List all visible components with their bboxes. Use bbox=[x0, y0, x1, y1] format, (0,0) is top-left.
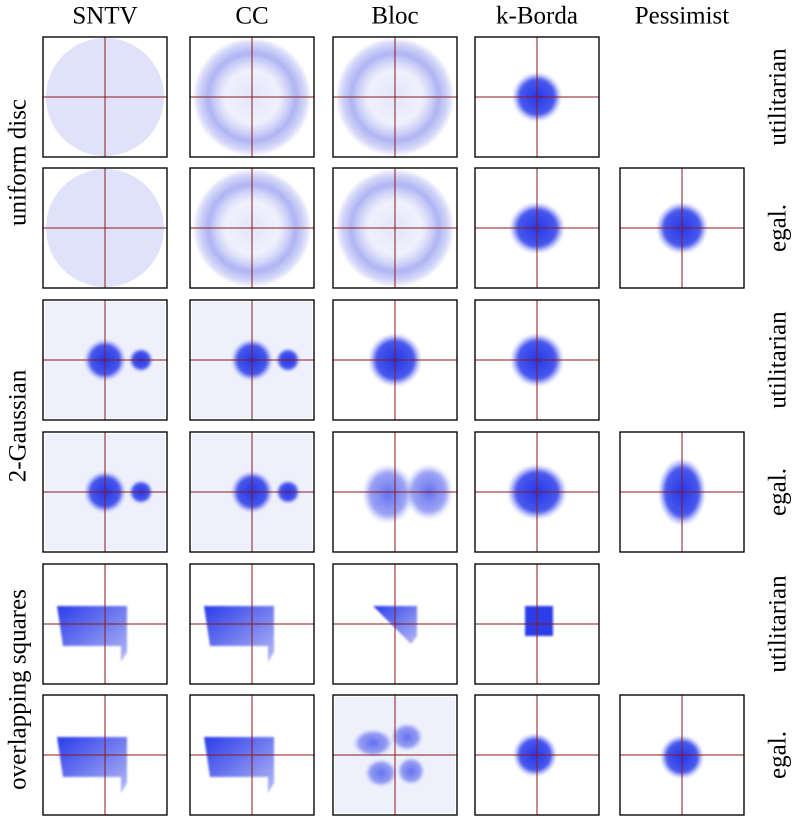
row-label: egal. bbox=[765, 204, 792, 252]
panel bbox=[189, 694, 315, 816]
panel bbox=[332, 694, 458, 816]
column-header: Pessimist bbox=[635, 3, 730, 30]
panel bbox=[42, 36, 168, 158]
panel bbox=[332, 563, 458, 685]
panel-outline bbox=[189, 167, 315, 289]
row-label: utilitarian bbox=[765, 575, 792, 673]
panel-outline bbox=[42, 299, 168, 421]
row-label: utilitarian bbox=[765, 48, 792, 146]
point-cloud bbox=[397, 757, 425, 785]
panel-outline bbox=[619, 431, 745, 553]
panel-outline bbox=[332, 299, 458, 421]
panel-outline bbox=[474, 36, 600, 158]
panel-outline bbox=[189, 431, 315, 553]
point-cloud bbox=[57, 606, 127, 662]
panel-outline bbox=[332, 36, 458, 158]
panel bbox=[42, 299, 168, 421]
panel-outline bbox=[474, 299, 600, 421]
panel bbox=[42, 563, 168, 685]
panel-outline bbox=[189, 563, 315, 685]
panel-outline bbox=[189, 694, 315, 816]
panel bbox=[42, 694, 168, 816]
panel-outline bbox=[474, 167, 600, 289]
point-cloud bbox=[391, 723, 423, 751]
panel bbox=[189, 36, 315, 158]
panel-outline bbox=[42, 563, 168, 685]
panel bbox=[189, 563, 315, 685]
panel bbox=[189, 167, 315, 289]
panel-outline bbox=[189, 36, 315, 158]
panel-outline bbox=[332, 563, 458, 685]
panel-outline bbox=[619, 694, 745, 816]
panel bbox=[474, 694, 600, 816]
panel-outline bbox=[42, 431, 168, 553]
row-label: egal. bbox=[765, 731, 792, 779]
panel bbox=[332, 431, 458, 553]
panel-outline bbox=[332, 167, 458, 289]
point-cloud bbox=[353, 729, 393, 757]
panel-outline bbox=[189, 299, 315, 421]
point-cloud bbox=[57, 737, 127, 793]
column-header: CC bbox=[235, 3, 268, 30]
panel-outline bbox=[474, 563, 600, 685]
column-header: SNTV bbox=[72, 3, 137, 30]
panel bbox=[474, 36, 600, 158]
panel bbox=[474, 431, 600, 553]
panel bbox=[619, 431, 745, 553]
panel-outline bbox=[42, 167, 168, 289]
point-cloud bbox=[525, 606, 553, 636]
point-cloud bbox=[365, 759, 397, 787]
panel bbox=[332, 36, 458, 158]
point-cloud bbox=[204, 606, 274, 662]
panel bbox=[474, 299, 600, 421]
panel-outline bbox=[474, 431, 600, 553]
column-header: Bloc bbox=[371, 3, 418, 30]
panel-outline bbox=[42, 36, 168, 158]
panel-outline bbox=[474, 694, 600, 816]
point-cloud bbox=[204, 737, 274, 793]
panel bbox=[42, 167, 168, 289]
panel bbox=[332, 299, 458, 421]
panel bbox=[332, 167, 458, 289]
panel-outline bbox=[332, 694, 458, 816]
panel bbox=[42, 431, 168, 553]
panel bbox=[189, 299, 315, 421]
point-cloud bbox=[362, 464, 414, 524]
panel bbox=[474, 563, 600, 685]
panel bbox=[189, 431, 315, 553]
panel bbox=[619, 167, 745, 289]
panel-outline bbox=[619, 167, 745, 289]
column-header: k-Borda bbox=[496, 3, 578, 30]
row-label: egal. bbox=[765, 468, 792, 516]
panel-outline bbox=[42, 694, 168, 816]
panel bbox=[619, 694, 745, 816]
row-label: utilitarian bbox=[765, 311, 792, 409]
panel-outline bbox=[332, 431, 458, 553]
row-group-label: overlapping squares bbox=[5, 589, 32, 790]
row-group-label: 2-Gaussian bbox=[5, 369, 32, 482]
panel bbox=[474, 167, 600, 289]
row-group-label: uniform disc bbox=[5, 99, 32, 226]
